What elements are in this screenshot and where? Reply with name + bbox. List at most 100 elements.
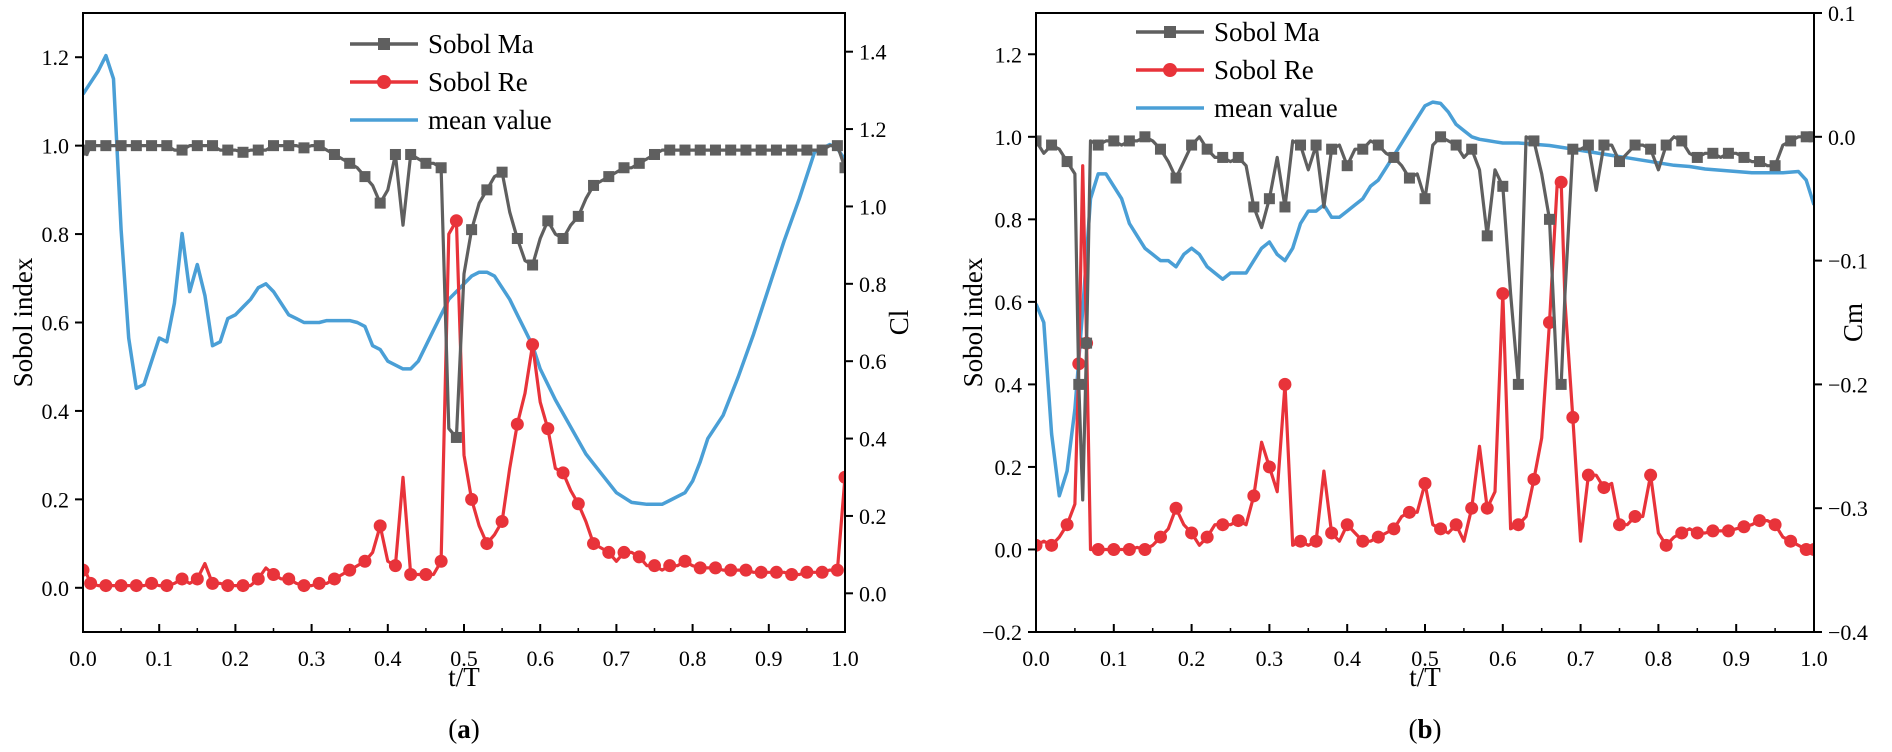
data-point	[1153, 530, 1167, 544]
data-point	[1554, 175, 1568, 189]
y2-tick-label: 1.0	[859, 194, 887, 219]
x-tick-label: 0.7	[1567, 646, 1595, 671]
x-axis-title: t/T	[448, 662, 480, 692]
data-point	[1403, 172, 1415, 184]
series-mean-value	[83, 53, 845, 507]
y-tick-label: 0.0	[995, 537, 1023, 562]
x-tick-label: 0.5	[1411, 646, 1439, 671]
data-point	[740, 144, 752, 156]
data-point	[1279, 201, 1291, 213]
data-point	[405, 148, 417, 160]
y2-tick-label: 1.4	[859, 40, 887, 65]
panel-label-letter: b	[1417, 714, 1432, 744]
data-point	[298, 142, 310, 154]
data-point	[541, 422, 555, 436]
data-point	[1231, 514, 1245, 528]
data-point	[114, 579, 128, 593]
data-point	[1388, 151, 1400, 163]
data-point	[1309, 534, 1323, 548]
data-point	[1543, 213, 1555, 225]
data-point	[1123, 135, 1135, 147]
x-tick-label: 0.3	[1256, 646, 1284, 671]
data-point	[191, 140, 203, 152]
y-tick-label: 1.0	[42, 134, 70, 159]
data-point	[769, 565, 783, 579]
x-tick-label: 0.4	[374, 646, 402, 671]
data-point	[1690, 526, 1704, 540]
data-point	[1707, 147, 1719, 159]
data-point	[1046, 139, 1058, 151]
data-point	[1091, 542, 1105, 556]
data-point	[527, 259, 539, 271]
y-tick-label: 0.8	[995, 207, 1023, 232]
data-point	[222, 144, 234, 156]
data-point	[755, 144, 767, 156]
data-point	[1402, 505, 1416, 519]
legend-marker-square	[378, 38, 390, 50]
data-point	[496, 166, 508, 178]
data-point	[1356, 534, 1370, 548]
data-point	[633, 157, 645, 169]
series-line	[1036, 135, 1814, 502]
panel-label: (b)	[1408, 714, 1441, 744]
data-point	[1372, 139, 1384, 151]
data-point	[374, 197, 386, 209]
data-point	[1419, 193, 1431, 205]
data-point	[268, 140, 279, 152]
data-point	[419, 568, 433, 582]
data-point	[1800, 131, 1812, 143]
data-point	[739, 563, 753, 577]
y2-tick-label: 1.2	[859, 117, 887, 142]
series-sobol-re	[83, 214, 845, 593]
data-point	[327, 572, 341, 586]
data-point	[1435, 131, 1447, 143]
data-point	[359, 171, 371, 183]
y-tick-label: 1.2	[995, 42, 1023, 67]
data-point	[664, 144, 676, 156]
data-point	[1567, 143, 1579, 155]
data-point	[1614, 156, 1625, 168]
data-point	[801, 144, 813, 156]
data-point	[839, 162, 845, 174]
data-point	[1660, 139, 1672, 151]
data-point	[1582, 139, 1594, 151]
data-point	[1139, 131, 1151, 143]
data-point	[542, 215, 554, 227]
data-point	[358, 554, 372, 568]
data-point	[100, 140, 112, 152]
data-point	[312, 576, 326, 590]
data-point	[465, 492, 479, 506]
data-point	[1480, 501, 1494, 515]
x-tick-label: 0.0	[1022, 646, 1050, 671]
x-tick-label: 0.9	[755, 646, 783, 671]
y-axis-title: Sobol index	[958, 257, 988, 387]
x-tick-label: 0.1	[1100, 646, 1128, 671]
data-point	[556, 466, 570, 480]
data-point	[1528, 135, 1540, 147]
data-point	[603, 171, 615, 183]
x-tick-label: 0.4	[1333, 646, 1361, 671]
data-point	[466, 224, 478, 236]
data-point	[725, 144, 737, 156]
y2-tick-label: 0.8	[859, 272, 887, 297]
data-point	[450, 431, 462, 443]
data-point	[1769, 160, 1781, 172]
x-tick-label: 0.6	[526, 646, 554, 671]
y-tick-label: 1.2	[42, 45, 70, 70]
data-point	[1675, 526, 1689, 540]
data-point	[1371, 530, 1385, 544]
data-point	[1754, 156, 1766, 168]
data-point	[1597, 481, 1611, 495]
x-tick-label: 1.0	[831, 646, 859, 671]
data-point	[572, 210, 584, 222]
y2-axis-title: Cm	[1838, 303, 1868, 342]
data-point	[1808, 131, 1814, 143]
panel-label-open: (	[1408, 714, 1417, 744]
y-tick-label: 0.2	[42, 487, 70, 512]
legend-label: mean value	[1214, 93, 1338, 123]
data-point	[587, 537, 601, 551]
legend-label: Sobol Re	[1214, 55, 1314, 85]
data-point	[708, 561, 722, 575]
data-point	[1481, 230, 1493, 242]
legend: Sobol Ma Sobol Re mean value	[350, 29, 552, 135]
